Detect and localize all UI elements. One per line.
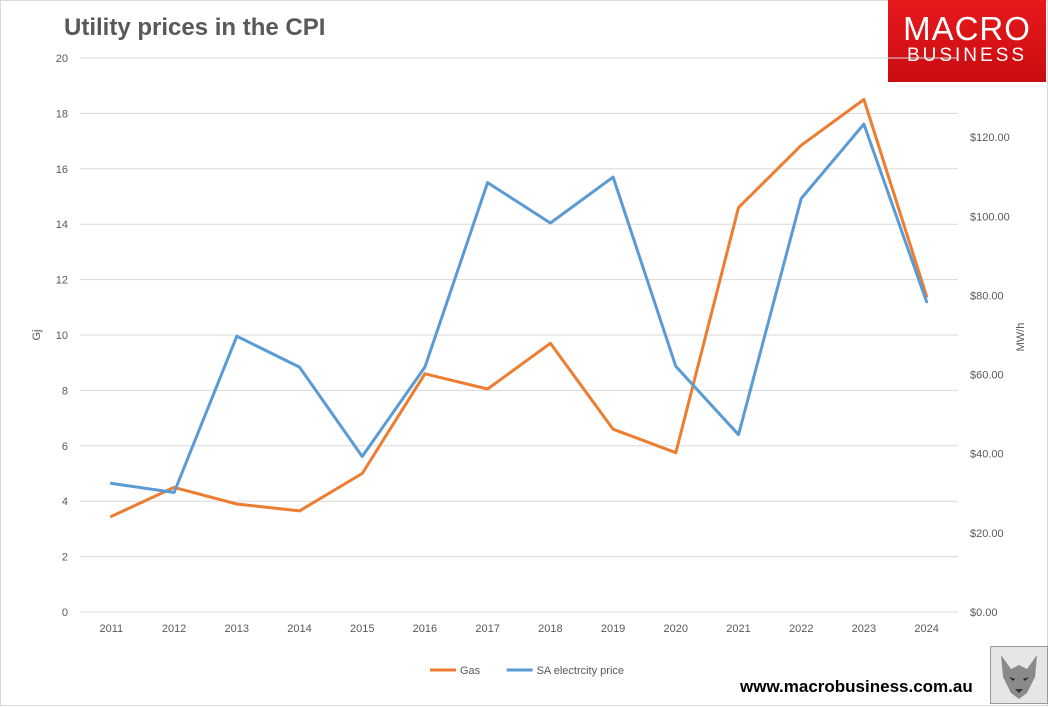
x-tick-label: 2021 xyxy=(726,623,750,635)
x-tick-label: 2014 xyxy=(287,623,311,635)
x-tick-label: 2011 xyxy=(100,623,124,635)
y-left-tick-label: 14 xyxy=(56,219,68,231)
x-tick-label: 2017 xyxy=(475,623,499,635)
y-left-tick-label: 0 xyxy=(62,607,68,619)
x-tick-label: 2022 xyxy=(789,623,813,635)
y-left-tick-label: 10 xyxy=(56,330,68,342)
legend-label-gas: Gas xyxy=(460,665,481,677)
website-link[interactable]: www.macrobusiness.com.au xyxy=(740,677,973,696)
y-left-tick-label: 8 xyxy=(62,385,68,397)
y-right-tick-label: $100.00 xyxy=(970,211,1010,223)
legend-label-sa-electrcity-price: SA electrcity price xyxy=(537,665,624,677)
x-tick-label: 2016 xyxy=(413,623,437,635)
series-line-sa-electrcity-price xyxy=(109,122,929,494)
x-tick-label: 2020 xyxy=(664,623,688,635)
macrobusiness-logo[interactable]: MACRO BUSINESS xyxy=(888,0,1046,82)
x-tick-label: 2015 xyxy=(350,623,374,635)
chart-title: Utility prices in the CPI xyxy=(64,14,326,41)
x-tick-label: 2018 xyxy=(538,623,562,635)
brand-line-2: BUSINESS xyxy=(906,45,1028,66)
y-right-axis-title: MW/h xyxy=(1015,323,1027,352)
y-right-tick-label: $80.00 xyxy=(970,290,1004,302)
wolf-logo-icon xyxy=(990,646,1048,704)
y-left-tick-label: 2 xyxy=(62,552,68,564)
y-left-tick-label: 16 xyxy=(56,164,68,176)
y-left-tick-label: 20 xyxy=(56,53,68,65)
x-tick-label: 2023 xyxy=(852,623,876,635)
series-line-gas xyxy=(109,98,929,518)
y-right-tick-label: $20.00 xyxy=(970,528,1004,540)
x-tick-label: 2012 xyxy=(162,623,186,635)
y-right-tick-label: $120.00 xyxy=(970,132,1010,144)
y-left-tick-label: 6 xyxy=(62,441,68,453)
y-right-tick-label: $40.00 xyxy=(970,449,1004,461)
y-left-tick-label: 4 xyxy=(62,496,68,508)
brand-line-1: MACRO xyxy=(903,10,1031,47)
y-right-tick-label: $60.00 xyxy=(970,370,1004,382)
y-left-tick-label: 18 xyxy=(56,108,68,120)
x-tick-label: 2019 xyxy=(601,623,625,635)
x-tick-label: 2024 xyxy=(914,623,938,635)
y-left-tick-label: 12 xyxy=(56,275,68,287)
y-left-axis-title: Gj xyxy=(31,330,43,341)
x-tick-label: 2013 xyxy=(225,623,249,635)
y-right-tick-label: $0.00 xyxy=(970,607,998,619)
